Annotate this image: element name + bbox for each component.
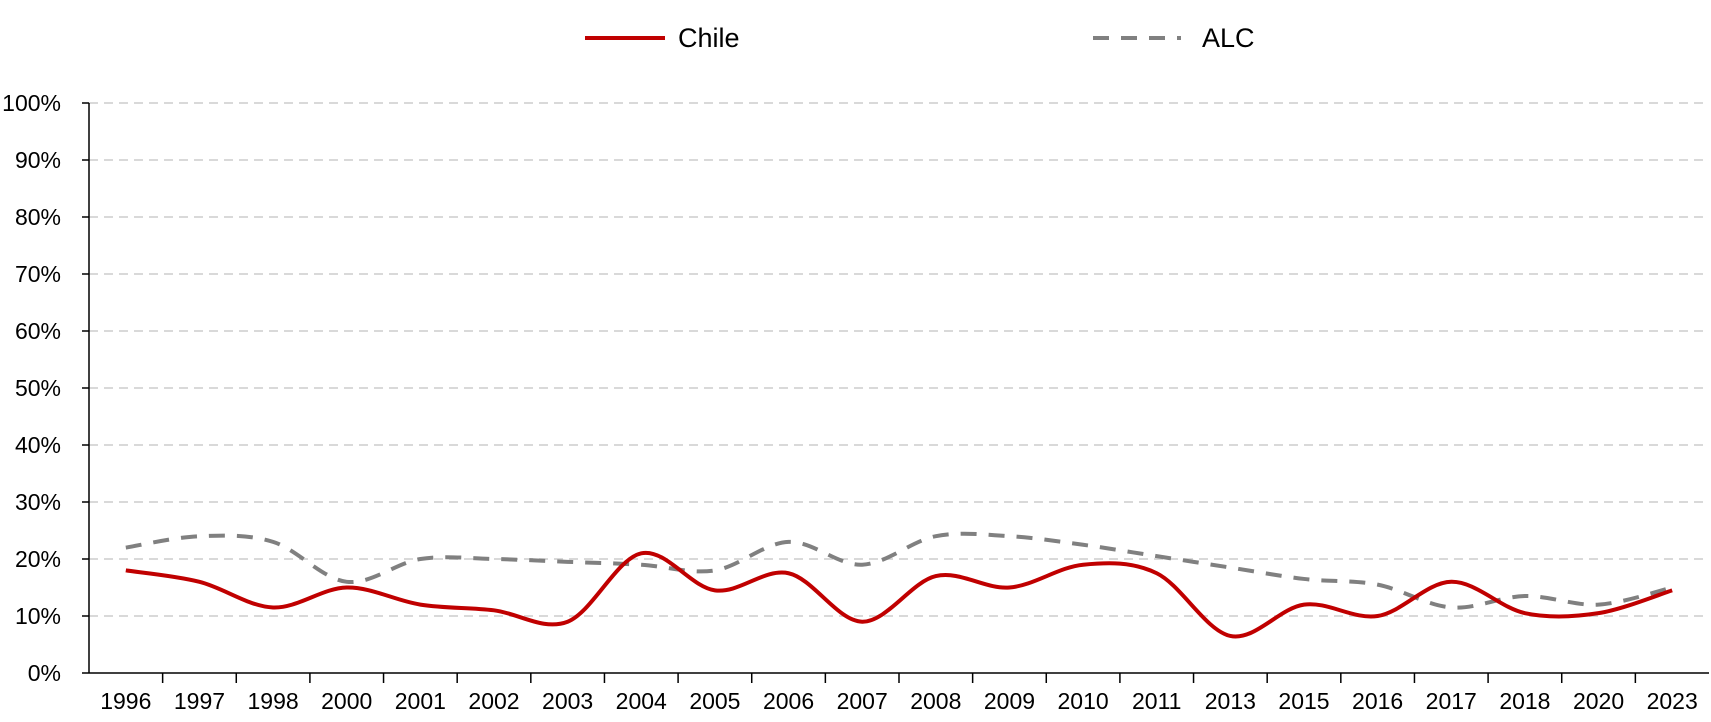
x-tick-label: 2002 [468,688,519,714]
x-tick-label: 2018 [1499,688,1550,714]
x-axis-tick-labels: 1996 1997 1998 2000 2001 2002 2003 2004 2005 2006… [100,688,1698,714]
y-tick-label: 80% [15,204,61,230]
y-axis-tick-labels: 0% 10% 20% 30% 40% 50% 60% 70% 80% 90% 100% [2,90,61,686]
y-tick-label: 50% [15,375,61,401]
x-tick-label: 2016 [1352,688,1403,714]
series-lines [125,531,1673,639]
x-tick-label: 2009 [984,688,1035,714]
x-tick-label: 1996 [100,688,151,714]
y-tick-label: 30% [15,489,61,515]
y-tick-label: 70% [15,261,61,287]
x-tick-label: 2013 [1205,688,1256,714]
x-tick-label: 2004 [616,688,667,714]
x-tick-label: 2000 [321,688,372,714]
legend-label-chile: Chile [678,23,740,53]
x-tick-label: 2010 [1058,688,1109,714]
y-tick-label: 40% [15,432,61,458]
y-tick-label: 0% [28,660,61,686]
x-tick-label: 1997 [174,688,225,714]
series-line-alc [125,531,1673,610]
y-tick-label: 100% [2,90,61,116]
series-line-chile [125,550,1673,639]
x-tick-label: 2023 [1647,688,1698,714]
x-tick-label: 2015 [1278,688,1329,714]
y-tick-label: 90% [15,147,61,173]
x-tick-label: 2017 [1426,688,1477,714]
legend: Chile ALC [585,23,1255,53]
x-tick-label: 2020 [1573,688,1624,714]
legend-label-alc: ALC [1202,23,1255,53]
x-tick-label: 2003 [542,688,593,714]
y-tick-label: 10% [15,603,61,629]
x-tick-label: 2001 [395,688,446,714]
y-tick-label: 20% [15,546,61,572]
y-tick-label: 60% [15,318,61,344]
x-tick-label: 2008 [910,688,961,714]
x-tick-label: 2005 [689,688,740,714]
x-tick-label: 2007 [837,688,888,714]
x-tick-label: 1998 [248,688,299,714]
x-tick-label: 2011 [1132,688,1181,714]
axes [88,103,1709,683]
gridlines [82,102,1709,674]
x-tick-label: 2006 [763,688,814,714]
